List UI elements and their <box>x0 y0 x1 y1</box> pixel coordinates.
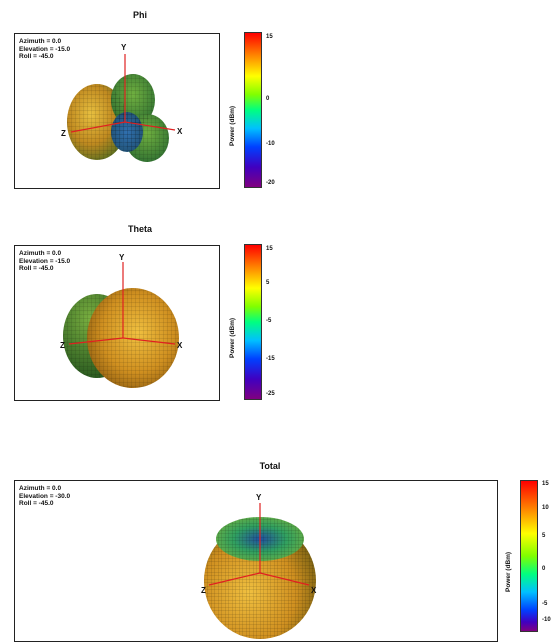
colorbar-tick: 15 <box>542 481 549 487</box>
radiation-pattern-surface: Y X Z <box>60 253 183 388</box>
panel-title: Theta <box>127 224 152 234</box>
colorbar <box>244 32 262 188</box>
roll-text: Roll = -45.0 <box>19 265 54 272</box>
colorbar-label: Power (dBm) <box>505 551 512 592</box>
azimuth-text: Azimuth = 0.0 <box>19 485 62 492</box>
colorbar-label: Power (dBm) <box>229 317 236 358</box>
azimuth-text: Azimuth = 0.0 <box>19 38 62 45</box>
elevation-text: Elevation = -15.0 <box>19 45 71 53</box>
colorbar-label: Power (dBm) <box>229 105 236 146</box>
x-axis-label: X <box>311 586 317 595</box>
radiation-pattern-surface: Y X Z <box>201 493 317 639</box>
colorbar-tick: 0 <box>266 96 270 102</box>
view-info: Azimuth = 0.0 Elevation = -30.0 Roll = -… <box>19 485 70 508</box>
colorbar-tick: -10 <box>266 141 275 147</box>
x-axis-label: X <box>177 341 183 350</box>
view-info: Azimuth = 0.0 Elevation = -15.0 Roll = -… <box>19 38 70 61</box>
colorbar-tick: 15 <box>266 34 273 40</box>
z-axis-label: Z <box>201 586 206 595</box>
z-axis-label: Z <box>61 129 66 138</box>
colorbar-tick: -25 <box>266 391 275 397</box>
x-axis-label: X <box>177 127 183 136</box>
colorbar-tick: -10 <box>542 617 551 623</box>
colorbar <box>520 480 538 632</box>
panel-title: Phi <box>132 10 147 20</box>
pattern-plot-area: Azimuth = 0.0 Elevation = -15.0 Roll = -… <box>14 33 220 189</box>
colorbar-tick: 10 <box>542 505 549 511</box>
colorbar-tick: 0 <box>542 566 546 572</box>
view-info: Azimuth = 0.0 Elevation = -15.0 Roll = -… <box>19 250 70 273</box>
colorbar-tick: 15 <box>266 246 273 252</box>
colorbar-tick: -15 <box>266 356 275 362</box>
colorbar <box>244 244 262 400</box>
colorbar-tick: -5 <box>542 601 548 607</box>
radiation-pattern-surface: Y X Z <box>61 43 183 162</box>
elevation-text: Elevation = -15.0 <box>19 257 71 265</box>
roll-text: Roll = -45.0 <box>19 500 54 507</box>
y-axis-label: Y <box>256 493 262 502</box>
pattern-plot-area: Azimuth = 0.0 Elevation = -15.0 Roll = -… <box>14 245 220 401</box>
colorbar-tick: 5 <box>542 533 546 539</box>
colorbar-tick: -5 <box>266 318 272 324</box>
roll-text: Roll = -45.0 <box>19 53 54 60</box>
y-axis-label: Y <box>119 253 125 262</box>
panel-title: Total <box>259 461 281 471</box>
elevation-text: Elevation = -30.0 <box>19 492 71 500</box>
colorbar-tick: -20 <box>266 180 275 186</box>
pattern-plot-area: Azimuth = 0.0 Elevation = -30.0 Roll = -… <box>14 480 498 642</box>
colorbar-tick: 5 <box>266 280 270 286</box>
azimuth-text: Azimuth = 0.0 <box>19 250 62 257</box>
z-axis-label: Z <box>60 341 65 350</box>
y-axis-label: Y <box>121 43 127 52</box>
